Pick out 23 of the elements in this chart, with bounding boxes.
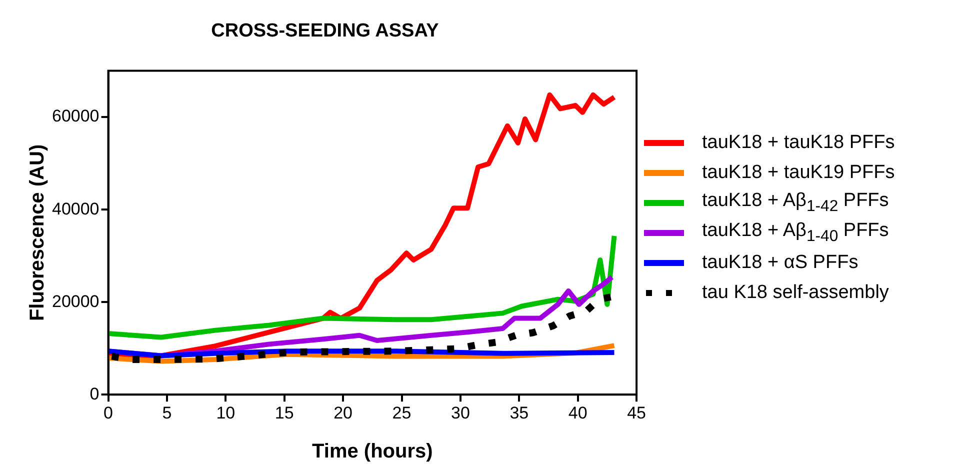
y-tick-label: 40000 [52, 199, 100, 218]
legend-label: tauK18 + Aβ$_{1-40}$ PFFs [702, 220, 889, 246]
legend-label: tauK18 + tauK19 PFFs [702, 162, 895, 184]
legend-label: tauK18 + tauK18 PFFs [702, 132, 895, 154]
y-tick-label: 60000 [52, 106, 100, 126]
x-tick-label: 15 [274, 403, 294, 422]
x-tick-label: 5 [162, 403, 172, 422]
x-tick-label: 20 [334, 403, 353, 422]
x-tick-label: 0 [104, 403, 114, 422]
x-tick-label: 45 [627, 403, 646, 422]
chart-title: CROSS-SEEDING ASSAY [211, 20, 440, 42]
y-tick-label: 0 [90, 384, 100, 404]
x-tick-label: 35 [510, 403, 529, 422]
x-tick-label: 30 [450, 403, 470, 422]
legend-label: tauK18 + αS PFFs [702, 252, 858, 274]
x-tick-label: 40 [568, 403, 588, 422]
legend-label: tau K18 self-assembly [702, 282, 889, 304]
x-tick-label: 25 [392, 403, 412, 422]
x-tick-label: 10 [216, 403, 236, 422]
y-axis-title: Fluorescence (AU) [26, 144, 49, 322]
y-tick-label: 20000 [52, 292, 100, 311]
x-axis-title: Time (hours) [312, 440, 433, 463]
legend-label: tauK18 + Aβ$_{1-42}$ PFFs [702, 190, 889, 216]
